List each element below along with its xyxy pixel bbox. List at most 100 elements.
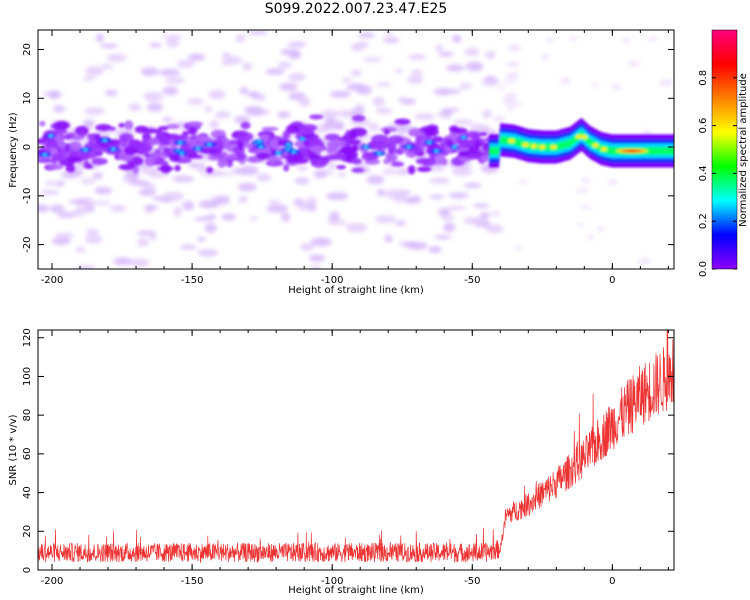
noise-blob [113, 257, 134, 266]
noise-blob [188, 53, 206, 62]
x-tick-label: -150 [181, 576, 204, 587]
band-blob [39, 120, 46, 127]
band-blob [160, 164, 172, 174]
noise-blob [492, 115, 506, 123]
noise-blob [161, 34, 184, 40]
y-tick-label: 40 [22, 486, 33, 499]
band-blob [148, 137, 161, 146]
noise-blob [42, 92, 64, 97]
noise-blob [84, 235, 103, 244]
noise-blob [324, 120, 345, 130]
noise-blob [39, 189, 60, 196]
band-blob [326, 145, 337, 154]
band-blob [147, 159, 154, 167]
noise-blob [173, 175, 188, 180]
band-blob [169, 135, 187, 141]
band-blob [407, 165, 416, 175]
noise-blob [143, 91, 164, 102]
hotspot-core [406, 145, 411, 149]
band-blob [118, 122, 125, 128]
noise-blob [268, 199, 281, 204]
noise-blob [490, 210, 501, 218]
band-blob [123, 145, 138, 156]
noise-blob [239, 165, 259, 176]
x-tick-label: -50 [464, 275, 480, 286]
noise-blob [326, 192, 349, 201]
noise-blob [376, 188, 386, 197]
band-blob [261, 126, 279, 132]
y-tick-label: 10 [22, 92, 33, 105]
noise-blob [143, 205, 159, 210]
noise-blob [256, 173, 272, 182]
band-blob [108, 126, 116, 132]
ridge-hotspot [530, 144, 538, 149]
noise-blob [607, 179, 618, 185]
noise-blob [298, 97, 311, 107]
noise-blob [438, 51, 454, 57]
noise-blob [294, 177, 310, 185]
noise-blob [397, 96, 406, 101]
noise-blob [506, 105, 515, 111]
band-blob [324, 133, 341, 142]
noise-blob [137, 237, 149, 247]
noise-blob [221, 213, 237, 221]
noise-blob [448, 192, 469, 199]
noise-blob [131, 258, 150, 268]
hotspot-core [207, 143, 212, 146]
noise-blob [149, 42, 162, 48]
band-blob [256, 152, 271, 160]
noise-blob [414, 113, 436, 120]
band-blob [336, 165, 347, 170]
noise-blob [49, 204, 65, 213]
band-blob [417, 166, 432, 173]
snr-x-label: Height of straight line (km) [288, 585, 424, 596]
noise-blob [234, 115, 250, 124]
spectrogram-blobs [38, 30, 674, 269]
noise-blob [237, 182, 257, 192]
noise-blob [627, 61, 641, 67]
band-blob [118, 133, 134, 143]
noise-blob [45, 180, 55, 186]
noise-blob [187, 98, 204, 105]
band-blob [187, 154, 204, 159]
band-blob [349, 127, 368, 137]
noise-blob [437, 112, 449, 118]
noise-blob [38, 204, 50, 213]
noise-blob [129, 180, 151, 186]
snr-y-label: SNR (10 * v/v) [8, 414, 19, 485]
noise-blob [235, 34, 246, 43]
noise-blob [84, 107, 105, 116]
band-blob [57, 148, 71, 157]
noise-blob [99, 43, 119, 49]
noise-blob [453, 119, 474, 125]
band-blob [394, 118, 411, 125]
noise-blob [428, 194, 445, 199]
noise-blob [329, 90, 351, 98]
hotspot-core [434, 149, 439, 153]
noise-blob [546, 37, 554, 44]
noise-blob [362, 57, 382, 62]
noise-blob [451, 34, 462, 43]
band-blob [149, 152, 166, 158]
snr-series [38, 330, 674, 564]
noise-blob [384, 234, 393, 243]
band-blob [223, 154, 239, 160]
noise-blob [165, 77, 185, 84]
band-blob [124, 120, 134, 131]
noise-blob [438, 207, 451, 217]
x-tick-label: -200 [41, 576, 64, 587]
y-tick-label: 120 [22, 328, 33, 347]
hotspot-core [291, 150, 296, 154]
noise-blob [196, 237, 207, 242]
noise-blob [60, 171, 80, 179]
spectrogram-x-label: Height of straight line (km) [288, 285, 424, 296]
y-tick-label: 100 [22, 367, 33, 386]
noise-blob [93, 201, 112, 206]
ridge-hotspot [581, 134, 588, 139]
band-blob [164, 146, 171, 157]
noise-blob [485, 224, 504, 234]
noise-blob [128, 173, 139, 181]
band-blob [45, 138, 58, 148]
noise-blob [506, 61, 520, 67]
